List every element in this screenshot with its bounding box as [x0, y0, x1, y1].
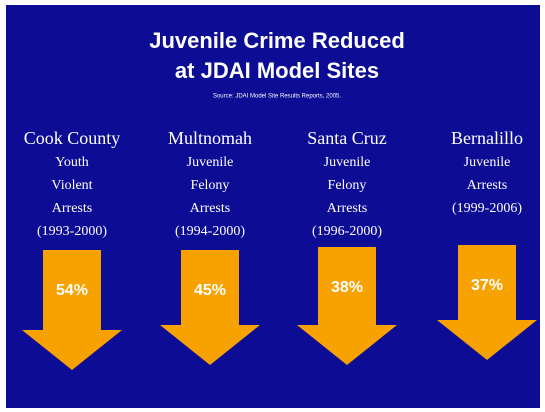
site-detail: Juvenile: [187, 155, 234, 170]
site-detail: Felony: [191, 178, 230, 193]
site-name: Multnomah: [168, 128, 252, 148]
site-name: Cook County: [24, 128, 121, 148]
site-name: Bernalillo: [451, 128, 523, 148]
site-detail: Juvenile: [324, 155, 371, 170]
site-detail: Arrests: [190, 201, 230, 216]
arrow: [297, 247, 397, 365]
reduction: 45%: [194, 282, 226, 299]
arrow: [437, 245, 537, 360]
site-detail: (1994-2000): [175, 224, 245, 239]
site-detail: Juvenile: [464, 155, 511, 170]
arrow: [160, 250, 260, 365]
site-detail: (1996-2000): [312, 224, 382, 239]
source: Source: JDAI Model Site Results Reports,…: [213, 94, 341, 100]
site-detail: Felony: [328, 178, 367, 193]
reduction: 37%: [471, 277, 503, 294]
site-detail: (1993-2000): [37, 224, 107, 239]
site-detail: (1999-2006): [452, 201, 522, 216]
site-detail: Violent: [51, 178, 92, 193]
reduction: 38%: [331, 279, 363, 296]
site-detail: Arrests: [327, 201, 367, 216]
site-detail: Youth: [55, 155, 89, 170]
site-detail: Arrests: [52, 201, 92, 216]
reduction: 54%: [56, 282, 88, 299]
arrow: [22, 250, 122, 370]
title-line: Juvenile Crime Reduced: [149, 28, 405, 53]
site-detail: Arrests: [467, 178, 507, 193]
site-name: Santa Cruz: [307, 128, 386, 148]
title-line: at JDAI Model Sites: [175, 58, 379, 83]
